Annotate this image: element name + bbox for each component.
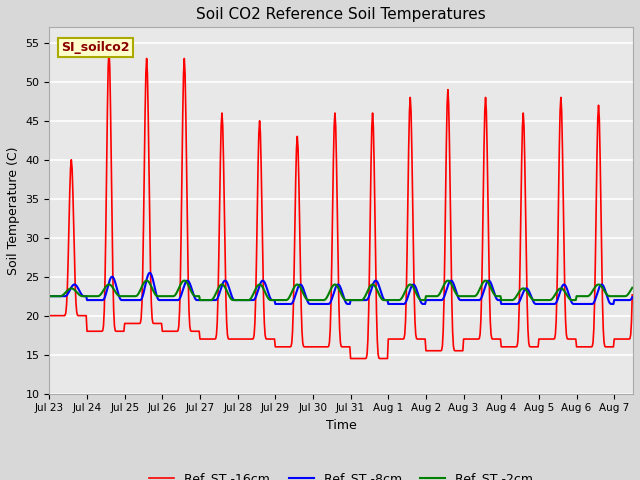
Ref_ST -2cm — [465, 293, 473, 299]
Ref_ST -2cm — [143, 278, 150, 284]
Ref_ST -2cm — [45, 293, 53, 299]
Ref_ST -16cm — [105, 48, 113, 54]
Ref_ST -2cm — [479, 279, 487, 285]
Ref_ST -2cm — [196, 297, 204, 303]
Ref_ST -2cm — [296, 283, 303, 289]
Y-axis label: Soil Temperature (C): Soil Temperature (C) — [7, 146, 20, 275]
Ref_ST -16cm — [479, 196, 487, 202]
Ref_ST -8cm — [317, 301, 325, 307]
Ref_ST -8cm — [465, 297, 473, 303]
Ref_ST -2cm — [317, 297, 325, 303]
Ref_ST -2cm — [628, 285, 636, 290]
Ref_ST -16cm — [295, 178, 303, 183]
Ref_ST -8cm — [628, 294, 636, 300]
Ref_ST -8cm — [271, 301, 279, 307]
Ref_ST -16cm — [48, 313, 56, 319]
Ref_ST -8cm — [146, 270, 154, 276]
Ref_ST -8cm — [48, 293, 56, 299]
Ref_ST -2cm — [48, 293, 56, 299]
Ref_ST -8cm — [296, 282, 303, 288]
Ref_ST -16cm — [128, 321, 136, 326]
Ref_ST -16cm — [317, 344, 324, 350]
Legend: Ref_ST -16cm, Ref_ST -8cm, Ref_ST -2cm: Ref_ST -16cm, Ref_ST -8cm, Ref_ST -2cm — [144, 467, 538, 480]
Line: Ref_ST -8cm: Ref_ST -8cm — [49, 273, 632, 304]
Ref_ST -8cm — [127, 297, 135, 303]
Ref_ST -2cm — [127, 293, 135, 299]
Line: Ref_ST -16cm: Ref_ST -16cm — [49, 51, 632, 359]
Ref_ST -16cm — [628, 292, 636, 298]
Ref_ST -8cm — [45, 293, 53, 299]
Line: Ref_ST -2cm: Ref_ST -2cm — [49, 281, 632, 300]
Ref_ST -8cm — [479, 290, 487, 296]
X-axis label: Time: Time — [326, 419, 356, 432]
Ref_ST -16cm — [465, 336, 473, 342]
Ref_ST -16cm — [45, 313, 53, 319]
Text: SI_soilco2: SI_soilco2 — [61, 41, 129, 54]
Ref_ST -16cm — [348, 356, 355, 361]
Title: Soil CO2 Reference Soil Temperatures: Soil CO2 Reference Soil Temperatures — [196, 7, 486, 22]
